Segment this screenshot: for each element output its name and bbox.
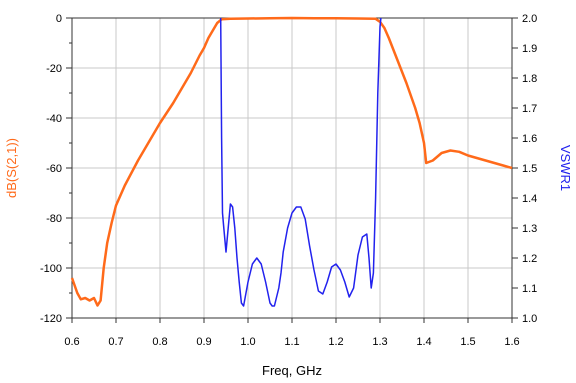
x-tick-label: 1.5 (460, 336, 475, 348)
right-tick-label: 1.9 (522, 43, 537, 55)
x-tick-label: 0.6 (64, 336, 79, 348)
x-tick-label: 0.9 (196, 336, 211, 348)
x-tick-label: 0.7 (108, 336, 123, 348)
right-tick-label: 1.7 (522, 103, 537, 115)
x-tick-label: 1.3 (372, 336, 387, 348)
right-tick-label: 2.0 (522, 13, 537, 25)
right-tick-label: 1.5 (522, 163, 537, 175)
grid (72, 18, 512, 318)
x-axis-title: Freq, GHz (262, 363, 322, 378)
right-tick-label: 1.3 (522, 223, 537, 235)
right-axis-title: VSWR1 (558, 145, 573, 191)
left-tick-label: 0 (56, 13, 62, 25)
left-tick-label: -20 (46, 63, 62, 75)
left-tick-label: -100 (40, 263, 62, 275)
x-tick-label: 1.0 (240, 336, 255, 348)
x-tick-label: 1.6 (504, 336, 519, 348)
x-axis-ticks: 0.6 0.7 0.8 0.9 1.0 1.1 1.2 1.3 1.4 1.5 1.6 (64, 318, 519, 348)
x-tick-label: 1.1 (284, 336, 299, 348)
x-tick-label: 1.2 (328, 336, 343, 348)
right-tick-label: 1.4 (522, 193, 537, 205)
x-tick-label: 0.8 (152, 336, 167, 348)
right-tick-label: 1.6 (522, 133, 537, 145)
left-tick-label: -60 (46, 163, 62, 175)
left-axis-title: dB(S(2,1)) (4, 138, 19, 198)
right-tick-label: 1.2 (522, 253, 537, 265)
x-tick-label: 1.4 (416, 336, 431, 348)
left-tick-label: -120 (40, 313, 62, 325)
series-line-vswr1 (221, 18, 381, 306)
left-axis-ticks: 0 -20 -40 -60 -80 -100 -120 (40, 13, 72, 325)
right-tick-label: 1.8 (522, 73, 537, 85)
right-axis-ticks: 1.0 1.1 1.2 1.3 1.4 1.5 1.6 1.7 1.8 1.9 2.0 (512, 13, 537, 325)
left-tick-label: -80 (46, 213, 62, 225)
right-tick-label: 1.0 (522, 313, 537, 325)
left-tick-label: -40 (46, 113, 62, 125)
right-tick-label: 1.1 (522, 283, 537, 295)
